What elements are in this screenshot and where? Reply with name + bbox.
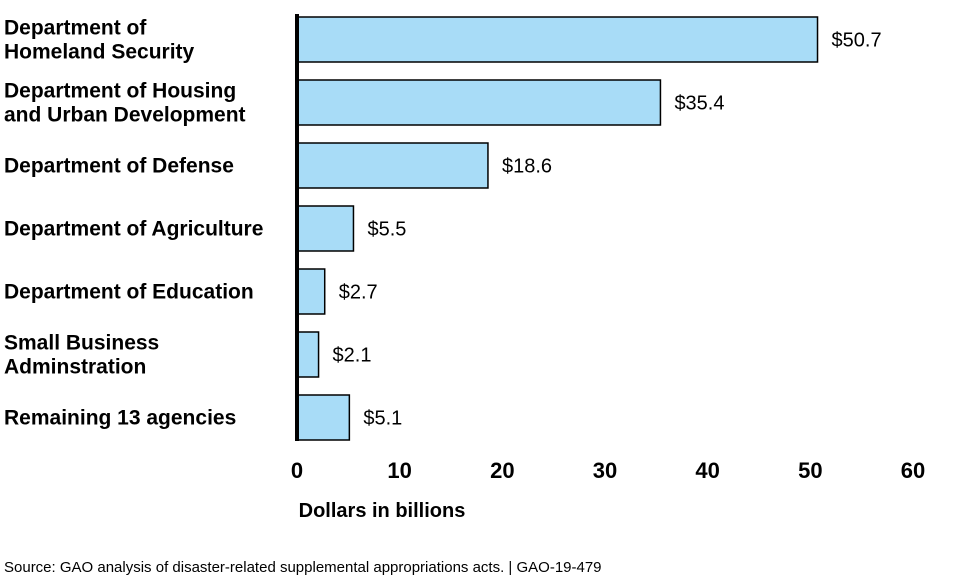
bars: [296, 16, 819, 441]
x-tick-5: 50: [798, 458, 822, 483]
category-label-1: Department of Housing and Urban Developme…: [4, 80, 246, 127]
value-label-3: $5.5: [367, 219, 406, 241]
value-label-0: $50.7: [832, 30, 882, 52]
value-label-5: $2.1: [333, 345, 372, 367]
bar-1: [296, 79, 662, 126]
x-tick-2: 20: [490, 458, 514, 483]
x-axis-title: Dollars in billions: [299, 500, 466, 522]
source-note: Source: GAO analysis of disaster-related…: [4, 559, 602, 576]
x-tick-4: 40: [695, 458, 719, 483]
x-tick-1: 10: [387, 458, 411, 483]
category-label-6: Remaining 13 agencies: [4, 407, 236, 430]
x-tick-3: 30: [593, 458, 617, 483]
category-label-3: Department of Agriculture: [4, 218, 263, 241]
category-label-0: Department of Homeland Security: [4, 17, 195, 64]
bar-5: [296, 331, 320, 378]
value-label-6: $5.1: [363, 408, 402, 430]
bar-2: [296, 142, 489, 189]
bar-4: [296, 268, 326, 315]
bar-6: [296, 394, 351, 441]
value-label-2: $18.6: [502, 156, 552, 178]
value-label-4: $2.7: [339, 282, 378, 304]
value-labels: $50.7 $35.4 $18.6 $5.5 $2.7 $2.1 $5.1: [333, 30, 882, 430]
bar-0: [296, 16, 819, 63]
x-tick-6: 60: [901, 458, 925, 483]
category-labels: Department of Homeland Security Department…: [4, 17, 263, 430]
category-label-5: Small Business Adminstration: [4, 332, 159, 379]
x-tick-0: 0: [291, 458, 303, 483]
x-tick-labels: 0 10 20 30 40 50 60: [291, 458, 925, 483]
bar-3: [296, 205, 355, 252]
value-label-1: $35.4: [674, 93, 724, 115]
category-label-2: Department of Defense: [4, 155, 234, 178]
category-label-4: Department of Education: [4, 281, 254, 304]
